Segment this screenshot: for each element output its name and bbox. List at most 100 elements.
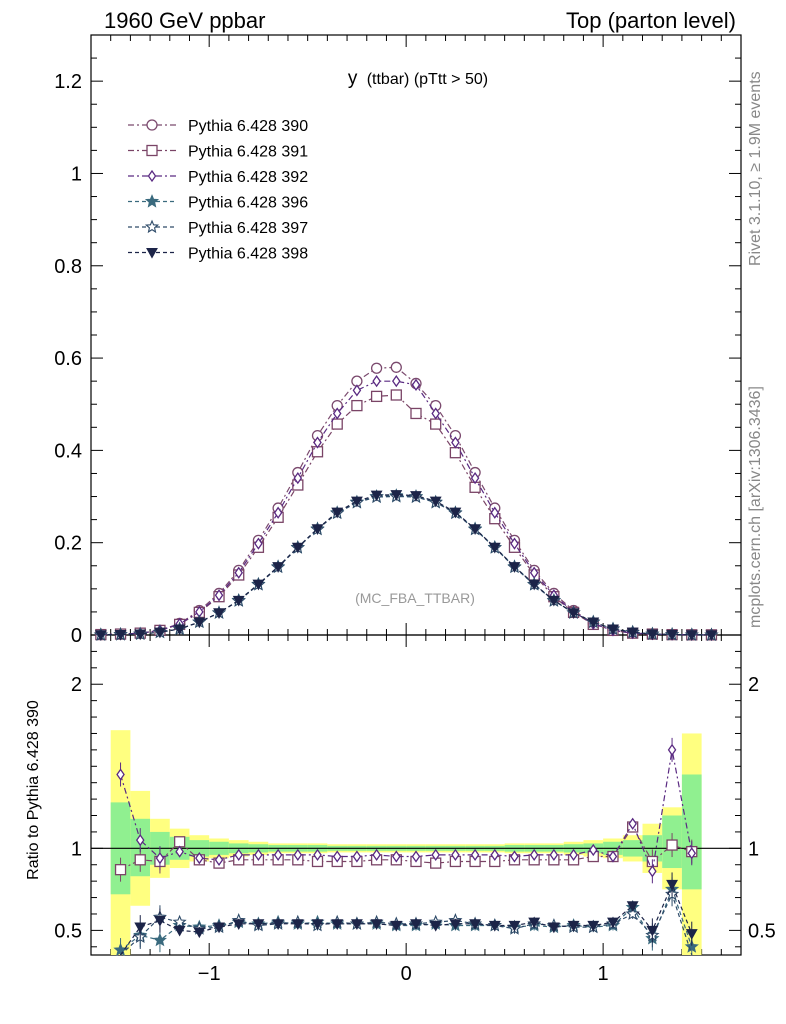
legend-marker <box>146 247 158 259</box>
ratio-series-4 <box>120 872 698 956</box>
data-point <box>331 418 343 430</box>
data-point <box>193 617 206 629</box>
data-point <box>272 562 285 573</box>
ratio-point <box>154 915 166 927</box>
ratio-point <box>172 914 187 929</box>
ratio-point <box>252 919 265 930</box>
ratio-point <box>666 839 678 851</box>
ratio-point <box>528 917 541 929</box>
data-point <box>607 624 619 636</box>
ratio-point <box>588 843 598 857</box>
ratio-point <box>470 848 480 862</box>
ratio-line <box>120 882 693 956</box>
ratio-point <box>152 932 167 947</box>
header-right: Top (parton level) <box>566 8 736 33</box>
ratio-point <box>114 864 127 876</box>
ratio-point <box>134 922 147 934</box>
data-point <box>508 562 521 573</box>
data-point <box>587 617 600 629</box>
ratio-point <box>213 922 225 934</box>
legend-marker <box>147 169 157 183</box>
data-point <box>352 384 362 397</box>
ratio-series-1 <box>116 737 697 884</box>
data-point <box>273 506 283 519</box>
main-title-sub: (ttbar) (pTtt > 50) <box>367 71 488 88</box>
legend-label: Pythia 6.428 398 <box>188 246 308 263</box>
data-point <box>370 490 383 502</box>
ratio-line <box>120 887 693 951</box>
data-point <box>547 595 560 607</box>
data-point <box>154 627 166 639</box>
ratio-y-tick-label: 0.5 <box>748 920 776 942</box>
ratio-point <box>547 922 560 934</box>
data-point <box>685 630 698 641</box>
ratio-point <box>392 850 401 863</box>
x-tick-label: 0 <box>401 963 412 985</box>
data-point <box>370 390 383 403</box>
ratio-point <box>272 919 285 930</box>
ratio-y-tick-label: 1 <box>71 838 82 860</box>
data-point <box>311 524 324 535</box>
ratio-point <box>116 768 125 781</box>
x-tick-label: 1 <box>598 963 609 985</box>
data-point <box>94 630 107 641</box>
ratio-y-tick-label: 1 <box>748 838 759 860</box>
data-point <box>313 436 322 449</box>
ratio-point <box>508 920 521 932</box>
data-point <box>429 496 442 508</box>
ratio-point <box>451 848 460 862</box>
data-point <box>626 627 639 639</box>
data-point <box>510 537 519 550</box>
ratio-point <box>193 927 206 939</box>
ratio-point <box>332 850 342 863</box>
y-tick-label: 0.2 <box>54 533 82 555</box>
legend-marker <box>144 219 160 234</box>
ratio-point <box>488 920 501 932</box>
data-point <box>430 418 442 430</box>
data-point <box>449 447 462 459</box>
y-tick-label: 0.8 <box>54 256 82 278</box>
legend-label: Pythia 6.428 390 <box>188 118 308 135</box>
series-line <box>100 494 712 636</box>
ratio-point <box>569 848 578 862</box>
ratio-point <box>648 865 657 878</box>
ratio-point <box>254 848 263 862</box>
ratio-point <box>214 853 224 866</box>
data-point <box>232 595 245 607</box>
legend-label: Pythia 6.428 391 <box>188 144 308 161</box>
data-point <box>291 542 304 554</box>
legend-label: Pythia 6.428 397 <box>188 220 308 237</box>
data-point <box>213 608 225 619</box>
data-point <box>490 506 500 519</box>
ratio-point <box>684 939 699 953</box>
ratio-point <box>607 917 619 929</box>
ratio-point <box>687 847 697 860</box>
y-tick-label: 1.2 <box>54 71 82 93</box>
data-point <box>431 407 440 420</box>
data-point <box>370 362 383 374</box>
series-line <box>100 495 712 636</box>
ratio-point <box>549 848 559 862</box>
data-point <box>331 507 344 519</box>
y-tick-label: 0.6 <box>54 348 82 370</box>
legend: Pythia 6.428 390 Pythia 6.428 391 Pythia 6… <box>128 118 308 263</box>
y-tick-label: 0 <box>71 625 82 647</box>
ratio-point <box>666 879 678 891</box>
ratio-point <box>173 836 186 848</box>
data-point <box>411 378 421 391</box>
x-tick-label: −1 <box>198 963 221 985</box>
ratio-point <box>175 845 184 858</box>
y-tick-label: 0.4 <box>54 440 82 462</box>
ratio-y-tick-label: 2 <box>748 674 759 696</box>
data-point <box>372 375 381 388</box>
data-point <box>351 399 363 412</box>
ratio-point <box>350 919 363 930</box>
data-point <box>392 375 401 388</box>
ratio-point <box>567 920 580 932</box>
ratio-panel-frame <box>90 634 742 956</box>
ratio-point <box>628 817 637 830</box>
ratio-point <box>449 919 462 930</box>
ratio-point <box>429 920 442 932</box>
legend-marker <box>146 119 158 131</box>
ratio-point <box>587 920 600 932</box>
